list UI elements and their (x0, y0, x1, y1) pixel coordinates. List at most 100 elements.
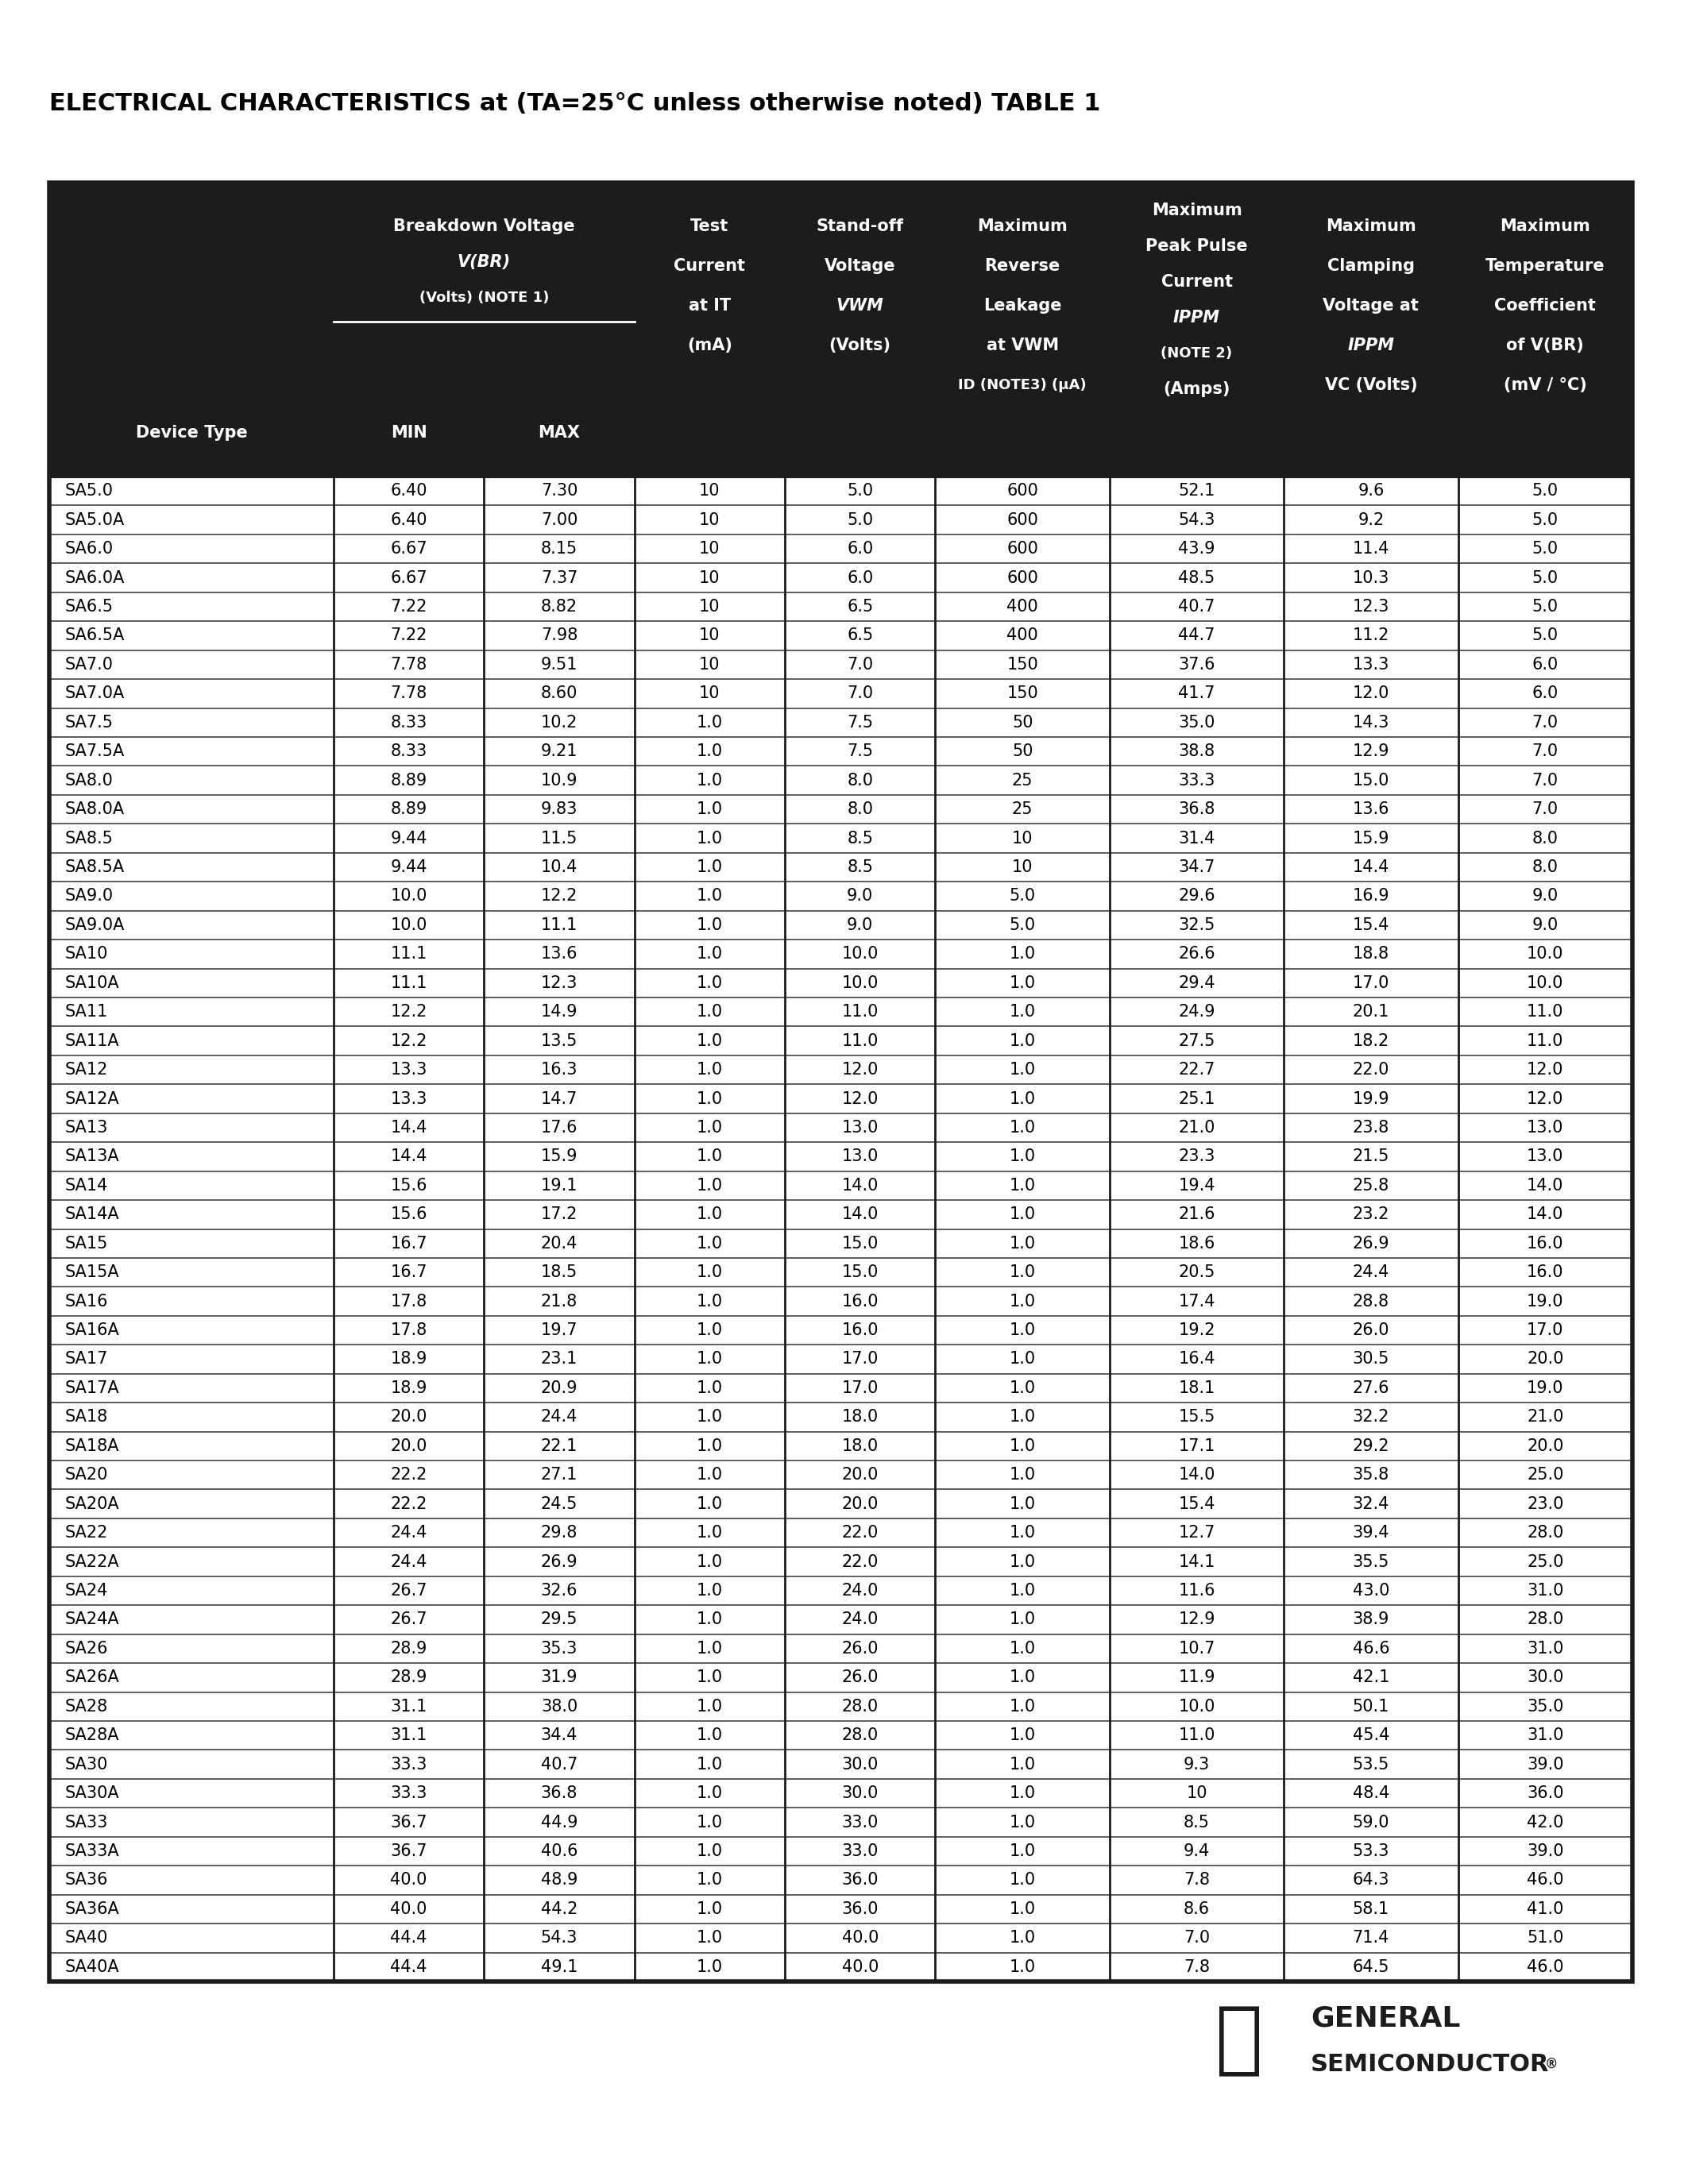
Text: 8.60: 8.60 (540, 686, 577, 701)
Text: SA24: SA24 (66, 1583, 108, 1599)
Text: 1.0: 1.0 (697, 1206, 722, 1223)
Text: 20.0: 20.0 (842, 1468, 878, 1483)
Text: 54.3: 54.3 (1178, 511, 1215, 529)
Text: 9.2: 9.2 (1357, 511, 1384, 529)
Text: 12.9: 12.9 (1178, 1612, 1215, 1627)
Text: 12.7: 12.7 (1178, 1524, 1215, 1542)
Text: 22.2: 22.2 (390, 1496, 427, 1511)
Text: 40.0: 40.0 (390, 1872, 427, 1889)
Text: 1.0: 1.0 (1009, 1236, 1036, 1251)
Text: 10.0: 10.0 (390, 917, 427, 933)
Text: 28.9: 28.9 (390, 1669, 427, 1686)
Text: 10.9: 10.9 (540, 773, 577, 788)
Text: 14.4: 14.4 (390, 1120, 427, 1136)
Text: 7.8: 7.8 (1183, 1872, 1210, 1889)
Text: 1.0: 1.0 (697, 1902, 722, 1918)
Text: 5.0: 5.0 (1533, 542, 1558, 557)
Text: SA15A: SA15A (66, 1265, 120, 1280)
Text: 9.0: 9.0 (1533, 889, 1558, 904)
Text: 1.0: 1.0 (1009, 1756, 1036, 1773)
Text: 11.1: 11.1 (390, 974, 427, 992)
Text: 9.4: 9.4 (1183, 1843, 1210, 1859)
Text: 12.2: 12.2 (390, 1005, 427, 1020)
Text: 43.9: 43.9 (1178, 542, 1215, 557)
Text: 13.6: 13.6 (1352, 802, 1389, 817)
Text: 8.89: 8.89 (390, 773, 427, 788)
Text: 12.2: 12.2 (390, 1033, 427, 1048)
Text: 41.0: 41.0 (1528, 1902, 1563, 1918)
Text: 1.0: 1.0 (1009, 1496, 1036, 1511)
Text: 24.4: 24.4 (390, 1524, 427, 1542)
Text: 1.0: 1.0 (1009, 1033, 1036, 1048)
Text: 1.0: 1.0 (697, 1612, 722, 1627)
Text: 6.5: 6.5 (847, 627, 873, 644)
Text: 36.0: 36.0 (842, 1902, 878, 1918)
Text: 5.0: 5.0 (1009, 889, 1036, 904)
Text: 1.0: 1.0 (1009, 1872, 1036, 1889)
Text: 31.0: 31.0 (1528, 1728, 1563, 1743)
Text: (Volts) (NOTE 1): (Volts) (NOTE 1) (419, 290, 549, 306)
Text: 1.0: 1.0 (697, 1321, 722, 1339)
Text: SEMICONDUCTOR: SEMICONDUCTOR (1310, 2053, 1550, 2077)
Text: MAX: MAX (538, 426, 581, 441)
Text: SA8.5A: SA8.5A (66, 858, 125, 876)
Text: 37.6: 37.6 (1178, 657, 1215, 673)
Text: 10.3: 10.3 (1352, 570, 1389, 585)
Text: 21.0: 21.0 (1528, 1409, 1563, 1426)
Text: 46.0: 46.0 (1526, 1872, 1563, 1889)
Text: 1.0: 1.0 (1009, 1206, 1036, 1223)
Text: 58.1: 58.1 (1352, 1902, 1389, 1918)
Text: SA14A: SA14A (66, 1206, 120, 1223)
Text: 150: 150 (1006, 686, 1038, 701)
Text: 36.0: 36.0 (842, 1872, 878, 1889)
Text: 29.4: 29.4 (1178, 974, 1215, 992)
Text: 23.0: 23.0 (1528, 1496, 1563, 1511)
Text: 1.0: 1.0 (1009, 1468, 1036, 1483)
Text: 31.4: 31.4 (1178, 830, 1215, 845)
Text: Maximum: Maximum (1501, 218, 1590, 234)
Text: (Amps): (Amps) (1163, 382, 1231, 397)
Text: SA5.0A: SA5.0A (66, 511, 125, 529)
Text: 40.6: 40.6 (540, 1843, 577, 1859)
Text: 23.1: 23.1 (540, 1352, 577, 1367)
Text: 8.89: 8.89 (390, 802, 427, 817)
Text: 600: 600 (1006, 483, 1038, 498)
Text: 10: 10 (699, 511, 721, 529)
Text: 1.0: 1.0 (697, 1352, 722, 1367)
Text: 9.6: 9.6 (1357, 483, 1384, 498)
Text: 18.5: 18.5 (540, 1265, 577, 1280)
Text: 1.0: 1.0 (697, 1931, 722, 1946)
Text: 10.0: 10.0 (842, 946, 878, 961)
Text: 16.9: 16.9 (1352, 889, 1389, 904)
Text: 7.8: 7.8 (1183, 1959, 1210, 1974)
Text: SA30A: SA30A (66, 1787, 120, 1802)
Text: 22.0: 22.0 (842, 1553, 878, 1570)
Text: ®: ® (1545, 2057, 1558, 2073)
Text: 1.0: 1.0 (1009, 1409, 1036, 1426)
Text: 18.2: 18.2 (1352, 1033, 1389, 1048)
Text: 6.40: 6.40 (390, 483, 427, 498)
Text: 20.0: 20.0 (390, 1409, 427, 1426)
Text: 9.0: 9.0 (847, 917, 873, 933)
Text: Stand-off: Stand-off (817, 218, 903, 234)
Text: 5.0: 5.0 (1533, 511, 1558, 529)
Text: 40.0: 40.0 (390, 1902, 427, 1918)
Text: 54.3: 54.3 (540, 1931, 577, 1946)
Text: 1.0: 1.0 (1009, 1120, 1036, 1136)
Text: VC (Volts): VC (Volts) (1325, 378, 1418, 393)
Text: 1.0: 1.0 (697, 1699, 722, 1714)
Text: 25.1: 25.1 (1178, 1090, 1215, 1107)
Text: 39.0: 39.0 (1526, 1756, 1563, 1773)
Text: 11.5: 11.5 (540, 830, 577, 845)
Text: 43.0: 43.0 (1352, 1583, 1389, 1599)
Text: 12.0: 12.0 (1528, 1061, 1563, 1077)
Text: 10: 10 (699, 570, 721, 585)
Text: 27.6: 27.6 (1352, 1380, 1389, 1396)
Text: 25: 25 (1011, 802, 1033, 817)
Text: 26.7: 26.7 (390, 1583, 427, 1599)
Text: 9.44: 9.44 (390, 830, 427, 845)
Text: SA33A: SA33A (66, 1843, 120, 1859)
Text: 10: 10 (699, 598, 721, 614)
Bar (49, 183, 1632, 1981)
Text: 48.9: 48.9 (540, 1872, 577, 1889)
